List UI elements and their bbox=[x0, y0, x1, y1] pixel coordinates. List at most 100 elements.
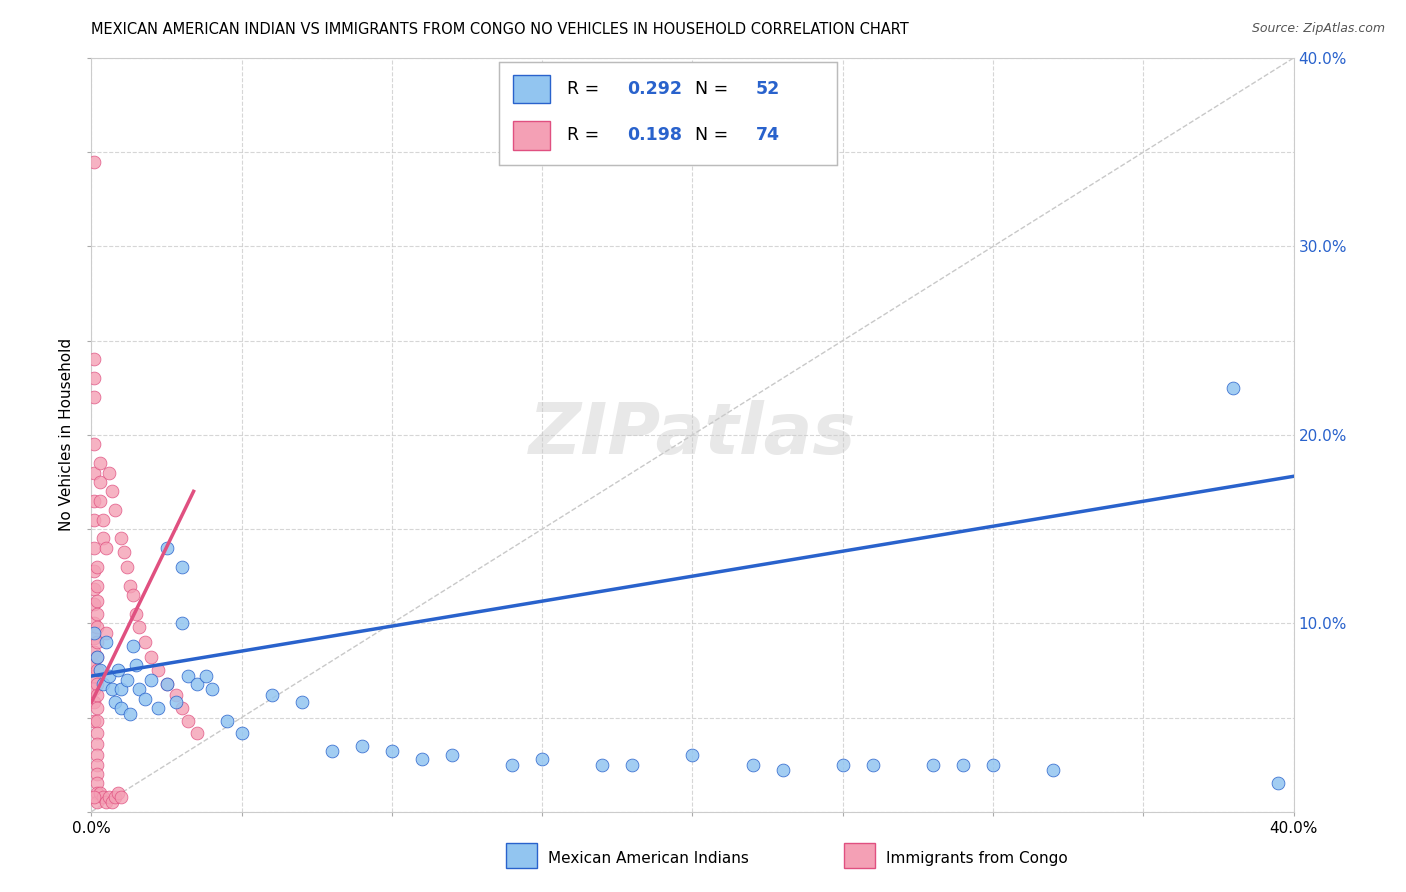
Point bbox=[86, 676, 108, 690]
Text: N =: N = bbox=[695, 127, 734, 145]
Text: MEXICAN AMERICAN INDIAN VS IMMIGRANTS FROM CONGO NO VEHICLES IN HOUSEHOLD CORREL: MEXICAN AMERICAN INDIAN VS IMMIGRANTS FR… bbox=[91, 22, 910, 37]
Point bbox=[186, 676, 208, 690]
Point bbox=[186, 725, 208, 739]
Point bbox=[86, 635, 108, 649]
Point bbox=[104, 503, 127, 517]
Point bbox=[86, 688, 108, 702]
Point bbox=[83, 682, 105, 697]
Point bbox=[146, 701, 169, 715]
Point bbox=[83, 714, 105, 729]
Point bbox=[291, 695, 314, 709]
Point bbox=[83, 789, 105, 804]
Point bbox=[98, 789, 121, 804]
Point bbox=[83, 564, 105, 578]
Point bbox=[86, 579, 108, 593]
Point bbox=[104, 789, 127, 804]
Point bbox=[89, 475, 111, 489]
Point bbox=[86, 593, 108, 607]
Point bbox=[83, 466, 105, 480]
Point bbox=[107, 664, 129, 678]
Text: 52: 52 bbox=[755, 79, 780, 97]
Point bbox=[321, 744, 343, 758]
Point bbox=[86, 795, 108, 809]
Point bbox=[155, 676, 177, 690]
Point bbox=[350, 739, 373, 753]
Point bbox=[134, 691, 156, 706]
Point bbox=[440, 748, 463, 763]
Point bbox=[83, 632, 105, 646]
Point bbox=[93, 676, 115, 690]
Text: N =: N = bbox=[695, 79, 734, 97]
Text: R =: R = bbox=[567, 127, 605, 145]
Point bbox=[170, 559, 193, 574]
Point bbox=[86, 786, 108, 800]
Point bbox=[117, 673, 139, 687]
Point bbox=[411, 752, 433, 766]
Point bbox=[89, 664, 111, 678]
Point bbox=[86, 664, 108, 678]
Point bbox=[141, 650, 163, 665]
Point bbox=[114, 544, 136, 558]
Point bbox=[215, 714, 238, 729]
Point bbox=[120, 579, 142, 593]
Point bbox=[155, 676, 177, 690]
Text: 0.198: 0.198 bbox=[627, 127, 682, 145]
Point bbox=[134, 635, 156, 649]
Point bbox=[981, 757, 1004, 772]
Text: 0.292: 0.292 bbox=[627, 79, 682, 97]
Point bbox=[83, 695, 105, 709]
Point bbox=[125, 657, 148, 672]
Point bbox=[86, 776, 108, 790]
Point bbox=[86, 650, 108, 665]
Point bbox=[165, 695, 187, 709]
Point bbox=[83, 493, 105, 508]
Point bbox=[86, 620, 108, 634]
Y-axis label: No Vehicles in Household: No Vehicles in Household bbox=[59, 338, 75, 532]
Point bbox=[176, 714, 198, 729]
Point bbox=[83, 582, 105, 597]
Point bbox=[772, 764, 794, 778]
Point bbox=[741, 757, 763, 772]
Point bbox=[96, 625, 118, 640]
Point bbox=[194, 669, 217, 683]
Point bbox=[1222, 381, 1244, 395]
Point bbox=[83, 541, 105, 555]
Point bbox=[110, 682, 132, 697]
Point bbox=[86, 757, 108, 772]
Point bbox=[83, 644, 105, 658]
Point bbox=[101, 682, 124, 697]
Point bbox=[83, 625, 105, 640]
Point bbox=[501, 757, 523, 772]
Point bbox=[89, 786, 111, 800]
Point bbox=[86, 748, 108, 763]
Point bbox=[96, 635, 118, 649]
Point bbox=[83, 390, 105, 404]
Point bbox=[96, 795, 118, 809]
Point bbox=[591, 757, 613, 772]
Point bbox=[128, 682, 150, 697]
Text: Immigrants from Congo: Immigrants from Congo bbox=[886, 851, 1067, 865]
Point bbox=[83, 657, 105, 672]
Point bbox=[201, 682, 224, 697]
Point bbox=[83, 598, 105, 612]
Point bbox=[110, 532, 132, 546]
Point bbox=[86, 714, 108, 729]
Point bbox=[98, 466, 121, 480]
Text: 74: 74 bbox=[755, 127, 779, 145]
Point bbox=[93, 513, 115, 527]
Point bbox=[117, 559, 139, 574]
Point bbox=[93, 789, 115, 804]
Point bbox=[83, 352, 105, 367]
Point bbox=[89, 456, 111, 470]
Point bbox=[101, 484, 124, 499]
Text: R =: R = bbox=[567, 79, 605, 97]
Point bbox=[952, 757, 974, 772]
Point bbox=[1267, 776, 1289, 790]
Point bbox=[86, 650, 108, 665]
Bar bbox=[513, 75, 550, 103]
Point bbox=[86, 701, 108, 715]
Point bbox=[231, 725, 253, 739]
Point bbox=[98, 669, 121, 683]
Point bbox=[96, 541, 118, 555]
Text: Source: ZipAtlas.com: Source: ZipAtlas.com bbox=[1251, 22, 1385, 36]
